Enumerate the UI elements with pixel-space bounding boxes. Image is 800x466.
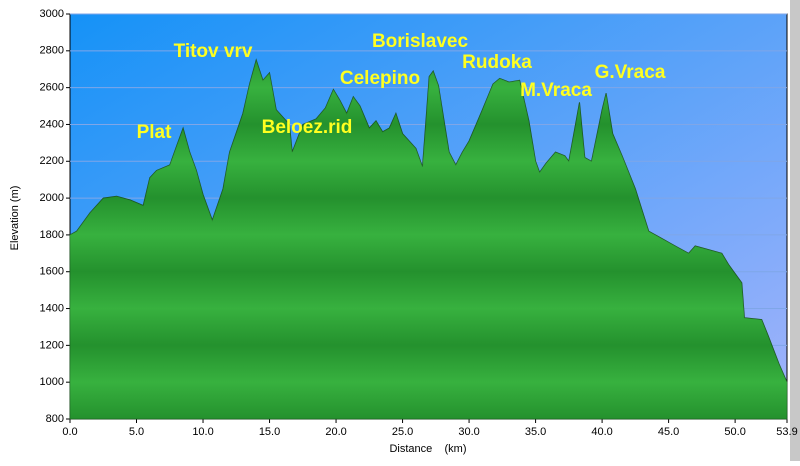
peak-label: M.Vraca	[520, 80, 592, 101]
y-tick-label: 1200	[40, 339, 64, 351]
y-tick-label: 800	[46, 413, 64, 425]
y-tick-label: 1800	[40, 229, 64, 241]
y-tick-label: 2200	[40, 155, 64, 167]
peak-label: Celepino	[340, 68, 420, 89]
x-tick-label: 53.9	[776, 426, 797, 438]
peak-label: Titov vrv	[174, 41, 253, 62]
peak-label: Borislavec	[372, 31, 469, 52]
x-tick-label: 15.0	[259, 426, 280, 438]
peak-label: Rudoka	[462, 52, 532, 73]
x-tick-label: 25.0	[392, 426, 413, 438]
x-tick-label: 20.0	[325, 426, 346, 438]
y-tick-label: 1000	[40, 376, 64, 388]
x-tick-label: 45.0	[658, 426, 679, 438]
y-tick-label: 1400	[40, 302, 64, 314]
x-axis-title: Distance (km)	[389, 443, 466, 455]
peak-label: Beloez.rid	[262, 117, 353, 138]
peak-label: Plat	[137, 122, 173, 143]
x-tick-label: 5.0	[129, 426, 144, 438]
y-tick-label: 2800	[40, 45, 64, 57]
x-tick-label: 0.0	[62, 426, 77, 438]
frame-edge	[790, 0, 800, 461]
y-tick-label: 1600	[40, 266, 64, 278]
x-tick-label: 40.0	[591, 426, 612, 438]
x-tick-label: 50.0	[724, 426, 745, 438]
y-axis-title: Elevation (m)	[9, 186, 21, 251]
elevation-shade	[70, 60, 787, 419]
y-tick-label: 2000	[40, 192, 64, 204]
y-tick-label: 3000	[40, 8, 64, 20]
x-tick-label: 30.0	[458, 426, 479, 438]
peak-label: G.Vraca	[595, 62, 666, 83]
x-tick-label: 35.0	[525, 426, 546, 438]
x-tick-label: 10.0	[192, 426, 213, 438]
y-tick-label: 2400	[40, 118, 64, 130]
y-tick-label: 2600	[40, 82, 64, 94]
